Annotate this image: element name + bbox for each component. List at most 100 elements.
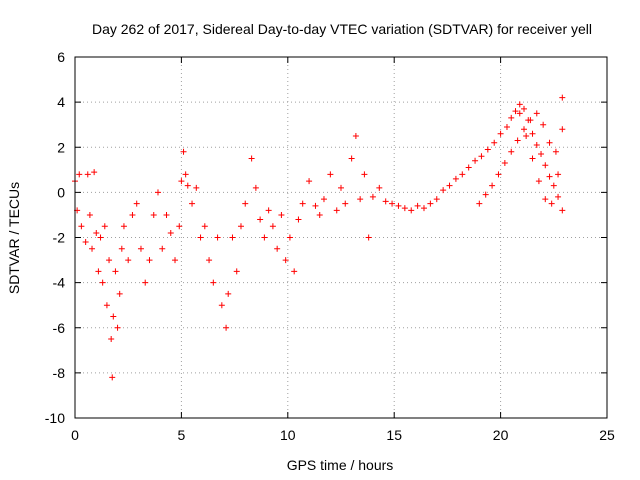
data-point [546,139,553,146]
data-point [420,205,427,212]
data-point [291,268,298,275]
data-point [99,279,106,286]
data-point [395,202,402,209]
data-point [116,290,123,297]
data-point [357,196,364,203]
data-point [82,239,89,246]
data-point [512,108,519,115]
data-point [376,184,383,191]
data-point [514,137,521,144]
data-point [237,223,244,230]
x-tick-label: 5 [178,427,186,443]
data-point [540,121,547,128]
data-point [150,211,157,218]
data-point [106,257,113,264]
data-point [440,187,447,194]
x-tick-label: 20 [493,427,509,443]
data-point [274,245,281,252]
data-point [538,151,545,158]
data-point [533,141,540,148]
data-point [348,155,355,162]
data-point [184,182,191,189]
data-point [97,234,104,241]
data-point [382,198,389,205]
data-point [452,175,459,182]
data-point [261,234,268,241]
data-point [193,184,200,191]
y-tick-label: -8 [53,365,66,381]
data-point [465,164,472,171]
data-point [433,196,440,203]
data-point [89,245,96,252]
data-point [401,205,408,212]
data-point [516,101,523,108]
data-point [201,223,208,230]
data-point [218,302,225,309]
data-point [282,257,289,264]
data-point [559,207,566,214]
data-point [495,171,502,178]
y-tick-label: 2 [57,139,65,155]
data-point [167,229,174,236]
data-point [142,279,149,286]
y-tick-label: -2 [53,230,66,246]
data-point [521,105,528,112]
data-point [306,178,313,185]
data-point [189,200,196,207]
data-point [333,207,340,214]
data-point [529,155,536,162]
y-tick-label: -6 [53,320,66,336]
chart-title: Day 262 of 2017, Sidereal Day-to-day VTE… [92,21,592,37]
data-point [214,234,221,241]
x-tick-label: 25 [599,427,615,443]
data-point [91,169,98,176]
y-tick-label: 4 [57,94,65,110]
data-point [497,130,504,137]
data-point [118,245,125,252]
data-point [327,171,334,178]
data-point [257,216,264,223]
data-point [295,216,302,223]
data-point [542,196,549,203]
data-point [154,189,161,196]
data-point [223,324,230,331]
data-point [108,336,115,343]
data-point [555,171,562,178]
data-point [101,223,108,230]
data-point [146,257,153,264]
data-point [172,257,179,264]
data-point [129,211,136,218]
data-point [133,200,140,207]
data-point [233,268,240,275]
data-point [76,171,83,178]
data-point [252,184,259,191]
data-point [197,234,204,241]
data-point [242,200,249,207]
x-axis-label: GPS time / hours [287,457,394,473]
data-point [299,200,306,207]
data-point [206,257,213,264]
data-point [109,374,116,381]
data-point [286,234,293,241]
data-point [550,182,557,189]
data-point [478,153,485,160]
data-point [78,223,85,230]
y-tick-label: 0 [57,184,65,200]
data-point [489,182,496,189]
data-point [361,171,368,178]
y-tick-label: 6 [57,49,65,65]
data-point [491,139,498,146]
data-point [548,200,555,207]
data-point [516,110,523,117]
data-point [163,211,170,218]
data-point [476,200,483,207]
data-point [527,117,534,124]
data-point [265,207,272,214]
data-point [508,148,515,155]
data-point [501,160,508,167]
data-point [86,211,93,218]
plot-frame [74,56,608,419]
data-point [103,302,110,309]
data-point [342,200,349,207]
